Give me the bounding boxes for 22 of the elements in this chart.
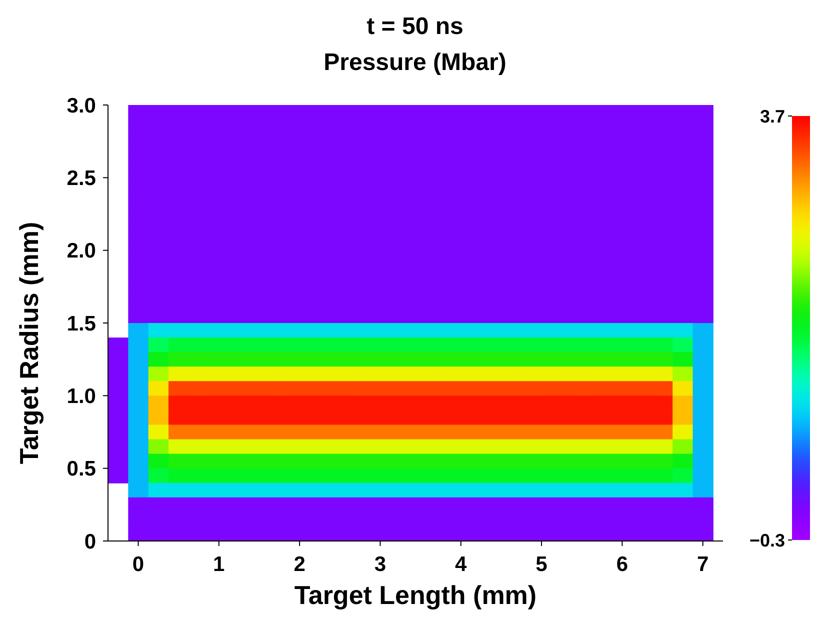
x-tick-label: 3	[374, 553, 386, 576]
y-tick-label: 0	[84, 530, 96, 554]
y-tick-label: 2.5	[66, 167, 96, 190]
x-tick-label: 4	[455, 553, 468, 576]
y-tick-label: 1.5	[66, 312, 96, 336]
x-axis-title: Target Length (mm)	[294, 580, 537, 610]
y-axis-title: Target Radius (mm)	[14, 222, 44, 464]
x-tick-label: 5	[536, 553, 548, 576]
colorbar: −0.3 3.7	[749, 106, 810, 550]
y-tick-label: 1.0	[66, 385, 96, 408]
x-tick-label: 1	[213, 553, 226, 576]
y-tick-label: 3.0	[66, 94, 96, 118]
x-tick-label: 0	[132, 553, 144, 576]
chart-title: t = 50 ns	[366, 13, 464, 40]
x-tick-label: 7	[696, 553, 709, 576]
color-bar-label: −0.3	[749, 530, 785, 550]
y-tick-label: 0.5	[66, 458, 96, 481]
chart-subtitle: Pressure (Mbar)	[324, 49, 506, 76]
x-tick-label: 2	[294, 553, 306, 576]
color-bar-label: 3.7	[760, 106, 785, 126]
x-tick-label: 6	[616, 553, 628, 576]
y-tick-label: 2.0	[66, 240, 96, 263]
